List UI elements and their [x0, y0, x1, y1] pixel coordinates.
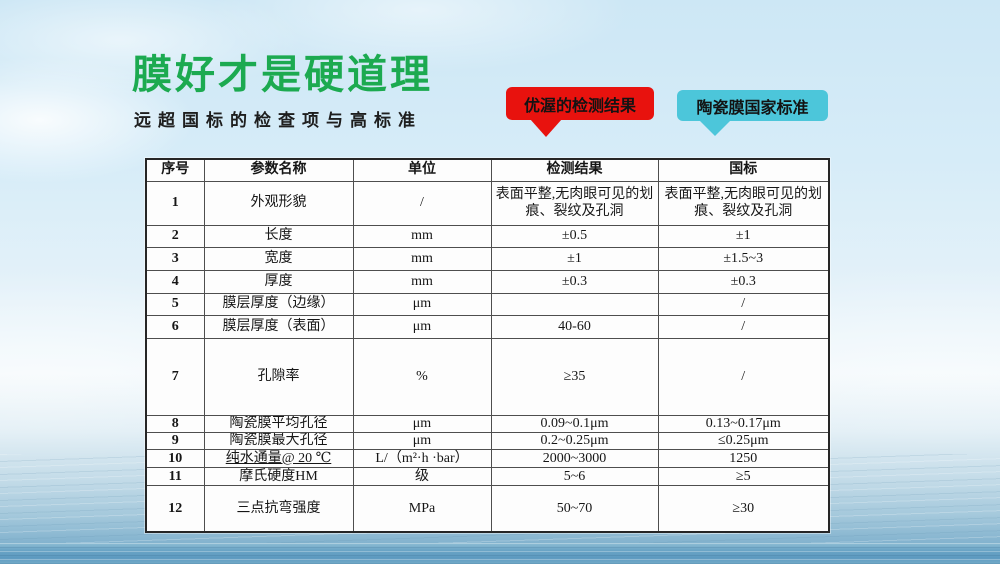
national-standard-badge: 陶瓷膜国家标准	[677, 90, 828, 136]
pure-water-flux-link[interactable]: 纯水通量@ 20 ℃	[203, 449, 354, 469]
cell-test-result: 0.2~0.25μm	[490, 432, 659, 451]
cell-parameter: 外观形貌	[203, 181, 354, 226]
cell-unit: 级	[352, 467, 492, 487]
col-header-parameter: 参数名称	[203, 158, 354, 182]
col-header-unit: 单位	[352, 158, 492, 182]
cell-unit: MPa	[352, 485, 492, 533]
wave-strip	[0, 543, 1000, 564]
table-row: 12 三点抗弯强度 MPa 50~70 ≥30	[145, 485, 830, 533]
cell-test-result: ±0.3	[490, 270, 659, 294]
cell-national-standard: ≥30	[657, 485, 830, 533]
cell-unit: μm	[352, 432, 492, 451]
cell-index: 5	[145, 293, 205, 316]
cell-national-standard: /	[657, 315, 830, 339]
cell-parameter: 摩氏硬度HM	[203, 467, 354, 487]
col-header-index: 序号	[145, 158, 205, 182]
table-header-row: 序号 参数名称 单位 检测结果 国标	[145, 158, 830, 182]
cell-parameter: 膜层厚度（边缘）	[203, 293, 354, 316]
cell-index: 10	[145, 449, 205, 469]
table-row: 9 陶瓷膜最大孔径 μm 0.2~0.25μm ≤0.25μm	[145, 432, 830, 451]
cell-national-standard: ±1	[657, 225, 830, 248]
table-row: 11 摩氏硬度HM 级 5~6 ≥5	[145, 467, 830, 487]
col-header-test-result: 检测结果	[490, 158, 659, 182]
table-row: 2 长度 mm ±0.5 ±1	[145, 225, 830, 248]
cell-test-result: 40-60	[490, 315, 659, 339]
cell-unit: μm	[352, 414, 492, 434]
cell-unit: L/（m²·h ·bar）	[352, 449, 492, 469]
cell-parameter: 膜层厚度（表面）	[203, 315, 354, 339]
cell-index: 3	[145, 247, 205, 271]
cell-test-result: ≥35	[490, 338, 659, 416]
cell-unit: /	[352, 181, 492, 226]
cell-parameter: 孔隙率	[203, 338, 354, 416]
cell-parameter: 三点抗弯强度	[203, 485, 354, 533]
cell-index: 2	[145, 225, 205, 248]
cell-index: 11	[145, 467, 205, 487]
cell-national-standard: ±0.3	[657, 270, 830, 294]
col-header-national-standard: 国标	[657, 158, 830, 182]
cell-index: 7	[145, 338, 205, 416]
cell-national-standard: 表面平整,无肉眼可见的划痕、裂纹及孔洞	[657, 181, 830, 226]
cell-unit: μm	[352, 293, 492, 316]
test-result-badge: 优渥的检测结果	[506, 87, 654, 137]
cell-parameter: 陶瓷膜最大孔径	[203, 432, 354, 451]
table-row: 1 外观形貌 / 表面平整,无肉眼可见的划痕、裂纹及孔洞 表面平整,无肉眼可见的…	[145, 181, 830, 226]
table-row: 8 陶瓷膜平均孔径 μm 0.09~0.1μm 0.13~0.17μm	[145, 414, 830, 434]
cell-test-result	[490, 293, 659, 316]
national-standard-badge-label: 陶瓷膜国家标准	[696, 99, 809, 117]
cell-national-standard: 0.13~0.17μm	[657, 414, 830, 434]
cell-unit: μm	[352, 315, 492, 339]
cell-test-result: 2000~3000	[490, 449, 659, 469]
cell-parameter: 陶瓷膜平均孔径	[203, 414, 354, 434]
cell-unit: mm	[352, 225, 492, 248]
page-subtitle: 远超国标的检查项与高标准	[134, 111, 422, 130]
page-title: 膜好才是硬道理	[132, 53, 433, 97]
cell-test-result: 5~6	[490, 467, 659, 487]
cell-test-result: 50~70	[490, 485, 659, 533]
cell-national-standard: /	[657, 293, 830, 316]
cell-national-standard: ±1.5~3	[657, 247, 830, 271]
table-row: 7 孔隙率 % ≥35 /	[145, 338, 830, 416]
cell-parameter: 宽度	[203, 247, 354, 271]
cell-unit: mm	[352, 270, 492, 294]
cell-unit: mm	[352, 247, 492, 271]
cell-national-standard: ≤0.25μm	[657, 432, 830, 451]
cell-test-result: 表面平整,无肉眼可见的划痕、裂纹及孔洞	[490, 181, 659, 226]
cell-parameter: 厚度	[203, 270, 354, 294]
spec-table: 序号 参数名称 单位 检测结果 国标 1 外观形貌 / 表面平整,无肉眼可见的划…	[145, 158, 830, 534]
cell-national-standard: ≥5	[657, 467, 830, 487]
wave-streaks	[0, 543, 1000, 564]
table-row: 4 厚度 mm ±0.3 ±0.3	[145, 270, 830, 294]
cell-index: 9	[145, 432, 205, 451]
cell-national-standard: 1250	[657, 449, 830, 469]
table-row: 6 膜层厚度（表面） μm 40-60 /	[145, 315, 830, 339]
cell-index: 1	[145, 181, 205, 226]
cell-index: 8	[145, 414, 205, 434]
cell-parameter: 长度	[203, 225, 354, 248]
cell-index: 12	[145, 485, 205, 533]
cell-index: 4	[145, 270, 205, 294]
test-result-badge-label: 优渥的检测结果	[523, 97, 636, 115]
cell-national-standard: /	[657, 338, 830, 416]
table-row: 10 纯水通量@ 20 ℃ L/（m²·h ·bar） 2000~3000 12…	[145, 449, 830, 469]
cell-unit: %	[352, 338, 492, 416]
table-row: 3 宽度 mm ±1 ±1.5~3	[145, 247, 830, 271]
cell-test-result: ±1	[490, 247, 659, 271]
cell-index: 6	[145, 315, 205, 339]
cell-test-result: ±0.5	[490, 225, 659, 248]
cell-test-result: 0.09~0.1μm	[490, 414, 659, 434]
table-row: 5 膜层厚度（边缘） μm /	[145, 293, 830, 316]
